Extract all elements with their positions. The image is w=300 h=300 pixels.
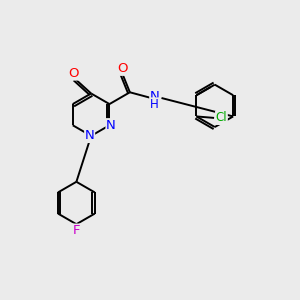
Text: Cl: Cl [216, 111, 227, 124]
Text: H: H [150, 98, 159, 111]
Text: O: O [68, 67, 79, 80]
Text: N: N [106, 119, 116, 132]
Text: N: N [150, 90, 160, 103]
Text: N: N [85, 129, 94, 142]
Text: F: F [73, 224, 80, 237]
Text: O: O [117, 62, 128, 75]
